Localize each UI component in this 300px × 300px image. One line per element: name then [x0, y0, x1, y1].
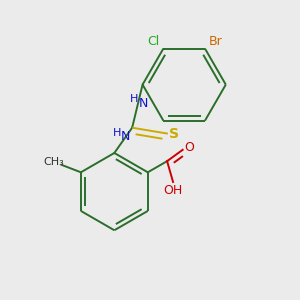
- Text: OH: OH: [164, 184, 183, 197]
- Text: Cl: Cl: [147, 34, 159, 48]
- Text: H: H: [130, 94, 139, 104]
- Text: CH₃: CH₃: [44, 158, 64, 167]
- Text: H: H: [112, 128, 121, 138]
- Text: N: N: [139, 97, 148, 110]
- Text: N: N: [121, 130, 130, 143]
- Text: S: S: [169, 127, 179, 141]
- Text: O: O: [184, 141, 194, 154]
- Text: Br: Br: [208, 34, 222, 48]
